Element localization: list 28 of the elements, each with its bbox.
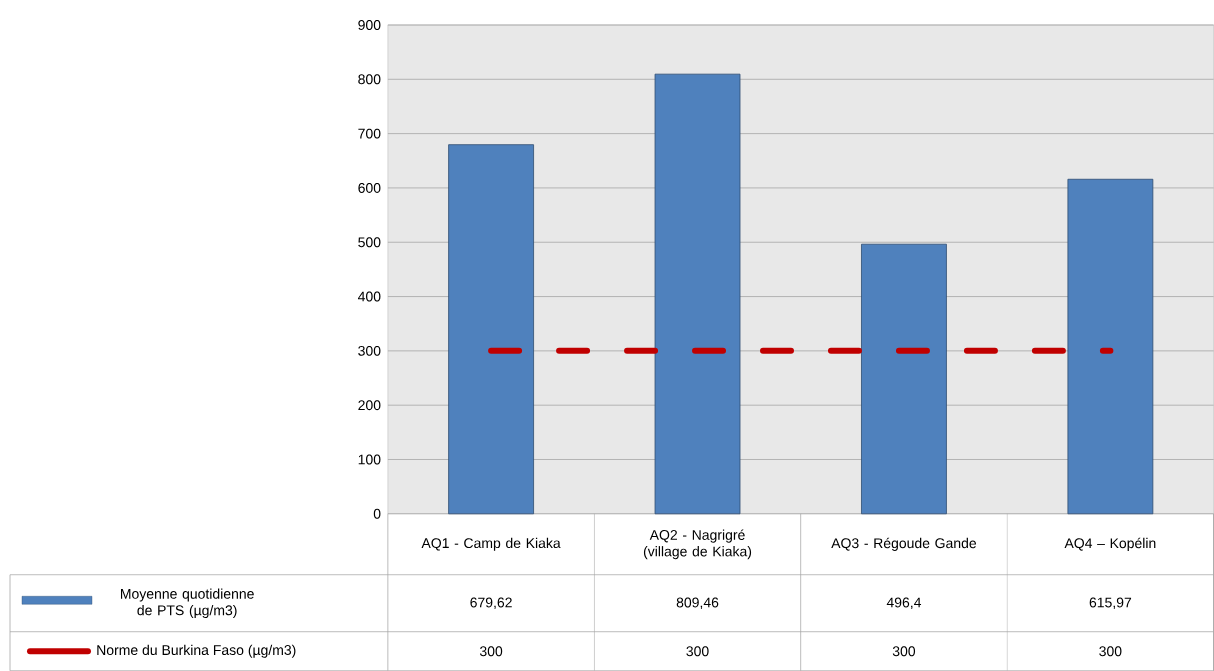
y-tick-label: 300 — [358, 345, 381, 356]
x-tick-label: AQ4 – Kopélin — [1064, 537, 1156, 551]
y-tick-label: 600 — [358, 182, 381, 193]
x-tick-label: AQ2 - Nagrigré (village de Kiaka) — [643, 529, 752, 560]
data-label: 300 — [479, 646, 503, 657]
y-tick-label: 800 — [358, 74, 381, 85]
data-label: 300 — [686, 646, 709, 657]
y-tick-label: 500 — [358, 237, 381, 248]
x-tick-label: AQ3 - Régoude Gande — [831, 537, 977, 551]
data-label: 300 — [892, 646, 916, 657]
y-tick-label: 700 — [358, 128, 381, 139]
data-label: 300 — [1099, 646, 1122, 657]
bar — [654, 73, 741, 515]
bar — [861, 243, 947, 515]
data-label: 809,46 — [676, 597, 719, 609]
y-tick-label: 200 — [358, 400, 381, 411]
x-tick-label: AQ1 - Camp de Kiaka — [421, 537, 561, 551]
y-tick-label: 900 — [358, 19, 381, 30]
legend-label: Moyenne quotidienne de PTS (µg/m3) — [121, 588, 254, 618]
data-label: 679,62 — [470, 597, 512, 609]
bar — [1067, 178, 1154, 515]
y-tick-label: 400 — [358, 291, 381, 302]
data-label: 615,97 — [1089, 597, 1132, 609]
y-tick-label: 0 — [373, 508, 381, 519]
bar — [448, 144, 534, 515]
data-label: 496,4 — [886, 597, 922, 609]
y-tick-label: 100 — [358, 454, 381, 465]
legend-label: Norme du Burkina Faso (µg/m3) — [97, 644, 296, 658]
